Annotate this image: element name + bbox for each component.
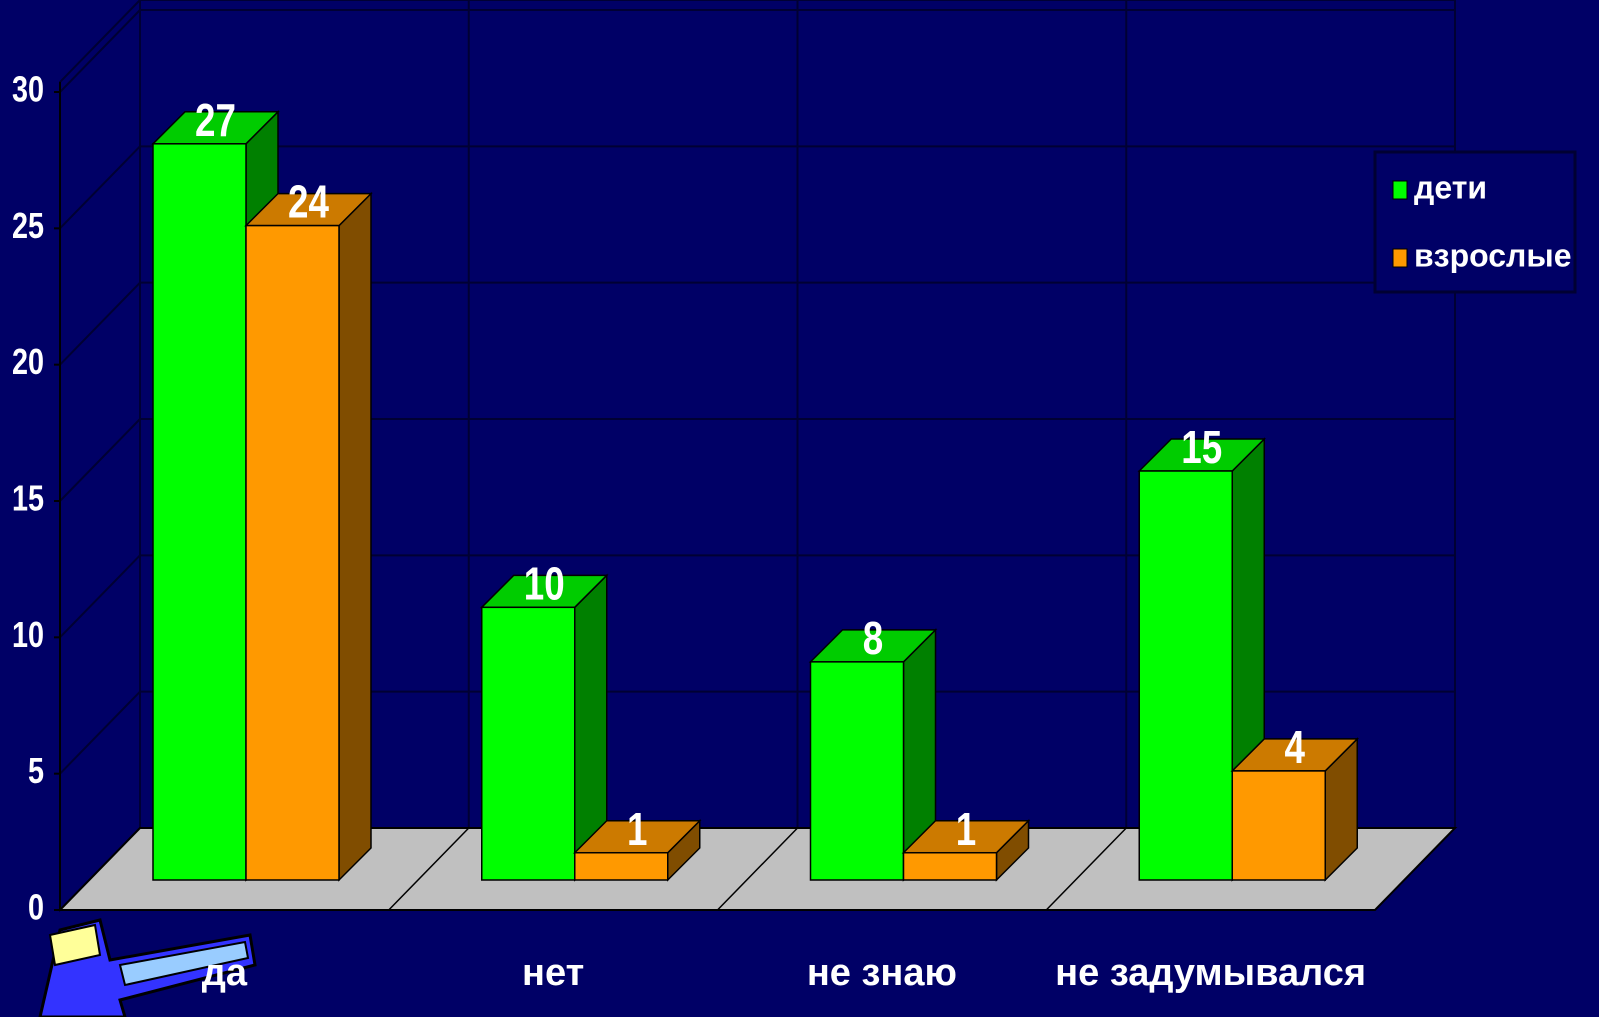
bar: [901, 818, 1031, 882]
grid-line: [59, 9, 141, 93]
floor-divider: [388, 827, 470, 911]
grid-line: [59, 690, 141, 775]
bar: [479, 573, 609, 882]
value-label: 10: [524, 558, 565, 610]
x-tick-label: не знаю: [807, 952, 957, 994]
y-tick-label: 30: [12, 68, 44, 109]
x-tick-label: да: [202, 952, 248, 994]
value-label: 8: [863, 612, 883, 664]
x-tick-label: не задумывался: [1055, 952, 1366, 994]
value-label: 4: [1285, 721, 1305, 773]
x-tick-label: нет: [522, 952, 584, 994]
y-tick-label: 25: [12, 205, 44, 246]
grid-line: [59, 554, 141, 639]
grid-line: [59, 145, 141, 230]
grid-line: [59, 281, 141, 366]
y-tick-label: 20: [12, 341, 44, 382]
bar-front: [574, 851, 669, 881]
bar-front: [245, 224, 340, 881]
y-tick-label: 10: [12, 614, 44, 655]
bar-front: [902, 851, 998, 881]
legend-swatch: [1392, 248, 1408, 268]
bar-front: [1138, 470, 1233, 881]
grid-line: [59, 418, 141, 502]
value-label: 1: [956, 803, 976, 855]
y-tick-label: 15: [12, 477, 44, 518]
legend-label: взрослые: [1414, 237, 1572, 273]
bar: [244, 191, 373, 882]
bar-front: [481, 606, 576, 881]
side-wall: [59, 0, 141, 913]
bar: [1230, 737, 1360, 882]
value-label: 1: [627, 803, 647, 855]
bar-front: [1231, 770, 1326, 881]
floor-divider: [716, 827, 799, 911]
value-label: 15: [1181, 421, 1222, 473]
y-tick-label: 5: [28, 750, 44, 791]
floor-divider: [1045, 827, 1127, 911]
legend: дети взрослые: [1373, 150, 1577, 294]
bar: [572, 818, 702, 882]
bar-side: [338, 191, 372, 882]
legend-swatch: [1392, 180, 1408, 200]
bar-front: [809, 661, 905, 881]
y-tick-label: 0: [28, 886, 44, 927]
clip-art: [38, 918, 257, 1017]
value-label: 27: [195, 94, 236, 146]
bar-front: [152, 143, 247, 881]
legend-label: дети: [1414, 169, 1487, 205]
legend-box: [1373, 150, 1577, 294]
bar: [808, 628, 938, 882]
value-label: 24: [288, 176, 329, 228]
